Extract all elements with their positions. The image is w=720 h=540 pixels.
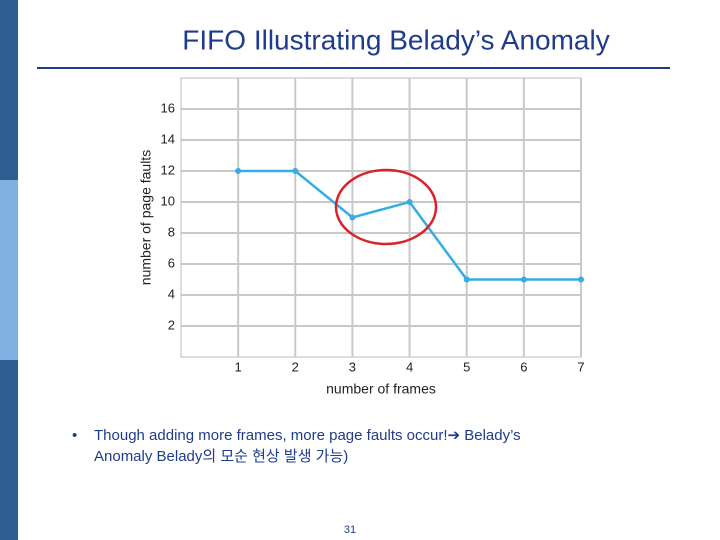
x-axis-label: number of frames: [326, 381, 436, 397]
data-point: [349, 214, 356, 221]
y-tick-label: 8: [168, 224, 175, 239]
x-tick-label: 4: [406, 359, 413, 374]
x-tick-label: 1: [235, 359, 242, 374]
x-tick-label: 6: [520, 359, 527, 374]
y-tick-label: 10: [161, 193, 175, 208]
side-bar: [0, 0, 18, 180]
x-tick-label: 7: [577, 359, 584, 374]
bullet-mark: •: [72, 427, 77, 444]
y-tick-label: 12: [161, 162, 175, 177]
y-tick-label: 4: [168, 286, 175, 301]
page-number: 31: [344, 524, 356, 536]
y-tick-label: 16: [161, 100, 175, 115]
y-tick-label: 2: [168, 317, 175, 332]
bullet-text: Though adding more frames, more page fau…: [94, 427, 521, 444]
slide-title: FIFO Illustrating Belady’s Anomaly: [182, 24, 609, 55]
x-tick-label: 5: [463, 359, 470, 374]
data-point: [406, 199, 413, 205]
data-point: [463, 276, 470, 283]
plot-area: [180, 77, 582, 358]
data-point: [520, 276, 527, 283]
y-axis-label: number of page faults: [138, 150, 154, 285]
highlight-ellipse: [334, 168, 438, 246]
x-tick-label: 3: [349, 359, 356, 374]
y-tick-label: 6: [168, 255, 175, 270]
data-point: [292, 168, 299, 174]
side-bar: [0, 360, 18, 540]
x-tick-label: 2: [292, 359, 299, 374]
y-tick-label: 14: [161, 131, 175, 146]
side-bar: [0, 180, 18, 360]
data-point: [578, 276, 584, 283]
data-point: [235, 168, 242, 174]
bullet-text: Anomaly Belady의 모순 현상 발생 가능): [94, 448, 348, 465]
